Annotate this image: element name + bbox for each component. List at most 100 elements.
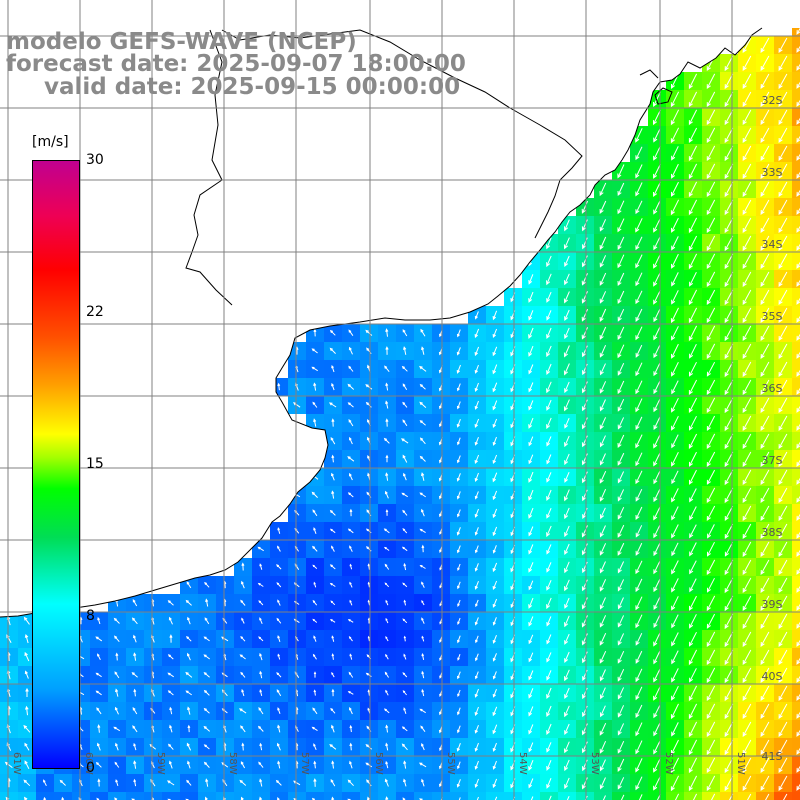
wind-arrow xyxy=(492,436,497,446)
wind-cell xyxy=(378,792,396,800)
wind-arrow xyxy=(24,760,30,770)
wind-arrow xyxy=(114,761,120,768)
wind-arrow xyxy=(258,761,264,768)
colorbar-tick: 8 xyxy=(86,608,95,624)
wind-arrow xyxy=(546,760,552,771)
wind-arrow xyxy=(653,272,661,287)
wind-cell xyxy=(720,792,738,800)
wind-arrow xyxy=(403,653,407,660)
wind-arrow xyxy=(185,599,192,606)
wind-arrow xyxy=(528,274,534,285)
wind-cell xyxy=(36,792,54,800)
wind-arrow xyxy=(653,434,661,449)
wind-arrow xyxy=(635,128,643,143)
wind-arrow xyxy=(203,725,211,732)
wind-arrow xyxy=(564,219,570,232)
wind-arrow xyxy=(492,310,498,321)
wind-arrow xyxy=(457,581,461,590)
wind-arrow xyxy=(670,199,680,216)
wind-arrow xyxy=(599,308,607,323)
wind-arrow xyxy=(671,470,679,485)
wind-arrow xyxy=(418,762,427,768)
wind-arrow xyxy=(546,778,552,789)
wind-arrow xyxy=(688,145,698,162)
wind-arrow xyxy=(546,255,552,268)
wind-arrow xyxy=(689,506,697,521)
wind-arrow xyxy=(778,343,788,359)
wind-arrow xyxy=(796,81,800,89)
wind-arrow xyxy=(671,722,679,737)
wind-arrow xyxy=(492,545,497,554)
wind-arrow xyxy=(581,777,588,790)
colorbar-tick: 0 xyxy=(86,760,95,776)
wind-arrow xyxy=(617,597,624,610)
wind-cell xyxy=(792,450,800,468)
wind-arrow xyxy=(401,546,408,552)
colorbar-tick: 30 xyxy=(86,152,104,168)
wind-arrow xyxy=(599,236,607,251)
wind-arrow xyxy=(383,708,390,714)
wind-arrow xyxy=(671,578,679,593)
wind-arrow xyxy=(635,308,643,323)
wind-arrow xyxy=(599,399,606,412)
wind-arrow xyxy=(241,742,245,751)
wind-arrow xyxy=(635,434,643,449)
wind-arrow xyxy=(457,761,461,770)
wind-arrow xyxy=(277,527,281,534)
wind-arrow xyxy=(384,490,389,499)
wind-arrow xyxy=(384,778,389,787)
wind-arrow xyxy=(456,401,461,410)
wind-arrow xyxy=(546,742,552,753)
wind-arrow xyxy=(186,636,192,642)
wind-cell xyxy=(252,792,270,800)
wind-arrow xyxy=(706,433,716,450)
wind-arrow xyxy=(546,417,552,430)
wind-arrow xyxy=(401,492,408,498)
wind-arrow xyxy=(653,181,661,197)
wind-arrow xyxy=(638,794,643,800)
wind-arrow xyxy=(671,524,679,539)
wind-arrow xyxy=(312,545,318,552)
wind-arrow xyxy=(760,253,770,269)
wind-arrow xyxy=(331,671,335,678)
wind-arrow xyxy=(635,164,643,179)
wind-arrow xyxy=(331,635,335,642)
wind-arrow xyxy=(778,595,788,611)
wind-arrow xyxy=(617,164,625,179)
wind-arrow xyxy=(203,761,210,768)
wind-arrow xyxy=(115,688,119,697)
wind-arrow xyxy=(421,346,425,355)
wind-arrow xyxy=(474,527,479,536)
wind-arrow xyxy=(742,109,752,125)
wind-arrow xyxy=(277,760,281,769)
wind-arrow xyxy=(528,364,534,375)
wind-arrow xyxy=(796,207,800,215)
latitude-label: 36S xyxy=(762,382,783,395)
wind-cell xyxy=(792,72,800,90)
wind-arrow xyxy=(385,599,389,606)
wind-arrow xyxy=(115,742,119,751)
wind-arrow xyxy=(671,668,679,683)
wind-arrow xyxy=(581,741,588,754)
wind-arrow xyxy=(671,739,679,755)
wind-arrow xyxy=(528,580,534,591)
wind-arrow xyxy=(167,654,174,660)
coastline xyxy=(0,27,763,618)
wind-arrow xyxy=(689,343,697,359)
wind-arrow xyxy=(385,472,389,481)
wind-arrow xyxy=(742,721,752,737)
wind-arrow xyxy=(402,672,408,678)
border-line xyxy=(185,29,583,306)
wind-arrow xyxy=(706,361,716,377)
wind-arrow xyxy=(688,325,698,342)
wind-arrow xyxy=(599,417,607,430)
wind-arrow xyxy=(724,523,734,539)
wind-arrow xyxy=(474,760,479,770)
wind-arrow xyxy=(277,653,281,660)
wind-arrow xyxy=(421,508,425,517)
wind-arrow xyxy=(778,199,788,215)
wind-arrow xyxy=(653,722,661,737)
wind-arrow xyxy=(276,672,282,678)
wind-arrow xyxy=(742,289,752,305)
wind-cell xyxy=(360,792,378,800)
